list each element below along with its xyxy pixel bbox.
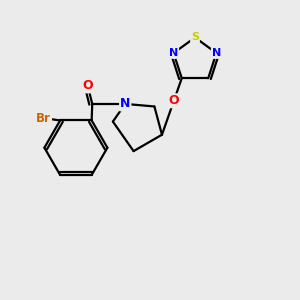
Text: O: O [169, 94, 179, 107]
Text: N: N [169, 48, 178, 58]
Text: Br: Br [36, 112, 51, 125]
Text: N: N [212, 48, 221, 58]
Text: N: N [120, 98, 130, 110]
Text: O: O [82, 80, 93, 92]
Text: S: S [191, 32, 199, 43]
